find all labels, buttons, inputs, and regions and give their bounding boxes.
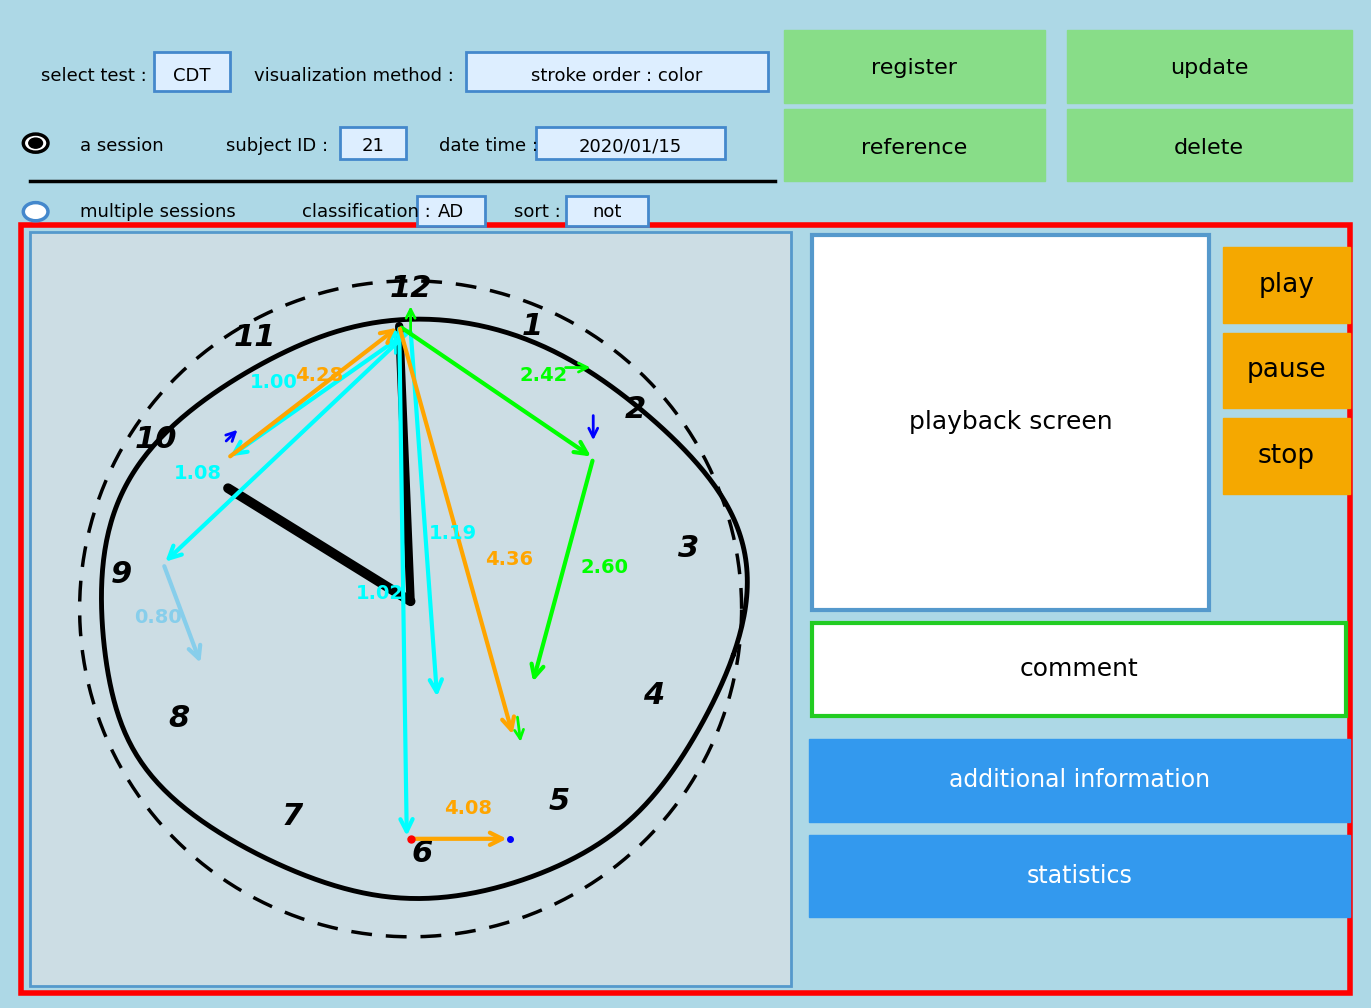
FancyBboxPatch shape bbox=[21, 225, 1350, 993]
Text: not: not bbox=[592, 203, 622, 221]
FancyBboxPatch shape bbox=[536, 127, 725, 159]
Text: subject ID :: subject ID : bbox=[226, 137, 328, 155]
Text: 4.36: 4.36 bbox=[485, 550, 533, 570]
Text: 9: 9 bbox=[111, 560, 132, 590]
Text: multiple sessions: multiple sessions bbox=[80, 203, 236, 221]
Text: update: update bbox=[1169, 57, 1249, 78]
FancyBboxPatch shape bbox=[1223, 418, 1350, 494]
Text: a session: a session bbox=[80, 137, 163, 155]
Text: 0.80: 0.80 bbox=[134, 609, 182, 627]
Text: 21: 21 bbox=[362, 137, 384, 155]
FancyBboxPatch shape bbox=[812, 235, 1209, 610]
Text: reference: reference bbox=[861, 138, 968, 158]
FancyBboxPatch shape bbox=[809, 835, 1350, 917]
Text: 4.28: 4.28 bbox=[295, 366, 343, 385]
Text: date time :: date time : bbox=[439, 137, 537, 155]
FancyBboxPatch shape bbox=[784, 30, 1045, 103]
Text: playback screen: playback screen bbox=[909, 410, 1112, 434]
Text: 1: 1 bbox=[522, 311, 543, 341]
Text: register: register bbox=[872, 57, 957, 78]
FancyBboxPatch shape bbox=[1223, 333, 1350, 408]
Text: classification :: classification : bbox=[302, 203, 430, 221]
Text: statistics: statistics bbox=[1027, 864, 1132, 888]
Text: CDT: CDT bbox=[173, 67, 211, 85]
Text: 5: 5 bbox=[548, 786, 569, 815]
Text: comment: comment bbox=[1020, 657, 1138, 681]
Text: 2.60: 2.60 bbox=[581, 557, 629, 577]
Text: select test :: select test : bbox=[41, 67, 147, 85]
Text: 1.02: 1.02 bbox=[356, 585, 404, 603]
Text: 1.19: 1.19 bbox=[428, 524, 477, 543]
Text: 6: 6 bbox=[411, 840, 433, 868]
Text: 12: 12 bbox=[389, 274, 432, 302]
Text: 4.08: 4.08 bbox=[444, 799, 492, 818]
Text: 7: 7 bbox=[282, 801, 303, 831]
Text: play: play bbox=[1259, 272, 1315, 297]
Text: stroke order : color: stroke order : color bbox=[532, 67, 703, 85]
Text: pause: pause bbox=[1246, 358, 1327, 383]
Text: delete: delete bbox=[1174, 138, 1245, 158]
Text: 2: 2 bbox=[624, 394, 646, 423]
FancyBboxPatch shape bbox=[154, 52, 230, 91]
FancyBboxPatch shape bbox=[1223, 247, 1350, 323]
Text: 1.08: 1.08 bbox=[174, 464, 222, 483]
FancyBboxPatch shape bbox=[466, 52, 768, 91]
Text: visualization method :: visualization method : bbox=[254, 67, 454, 85]
FancyBboxPatch shape bbox=[340, 127, 406, 159]
Text: 10: 10 bbox=[134, 424, 177, 454]
Text: 2020/01/15: 2020/01/15 bbox=[579, 137, 683, 155]
Circle shape bbox=[23, 203, 48, 221]
Text: 11: 11 bbox=[233, 323, 276, 352]
FancyBboxPatch shape bbox=[812, 623, 1346, 716]
Text: stop: stop bbox=[1259, 444, 1315, 469]
Text: sort :: sort : bbox=[514, 203, 561, 221]
Text: additional information: additional information bbox=[949, 768, 1211, 792]
Text: 2.42: 2.42 bbox=[520, 366, 568, 385]
Text: 4: 4 bbox=[643, 681, 665, 710]
FancyBboxPatch shape bbox=[784, 109, 1045, 181]
Text: 8: 8 bbox=[167, 704, 189, 733]
Text: AD: AD bbox=[437, 203, 465, 221]
FancyBboxPatch shape bbox=[809, 739, 1350, 822]
FancyBboxPatch shape bbox=[1067, 109, 1352, 181]
FancyBboxPatch shape bbox=[566, 196, 648, 226]
Circle shape bbox=[29, 138, 43, 148]
Text: 1.00: 1.00 bbox=[250, 373, 298, 392]
FancyBboxPatch shape bbox=[30, 232, 791, 986]
Circle shape bbox=[23, 134, 48, 152]
FancyBboxPatch shape bbox=[417, 196, 485, 226]
Text: 3: 3 bbox=[677, 534, 699, 563]
FancyBboxPatch shape bbox=[1067, 30, 1352, 103]
